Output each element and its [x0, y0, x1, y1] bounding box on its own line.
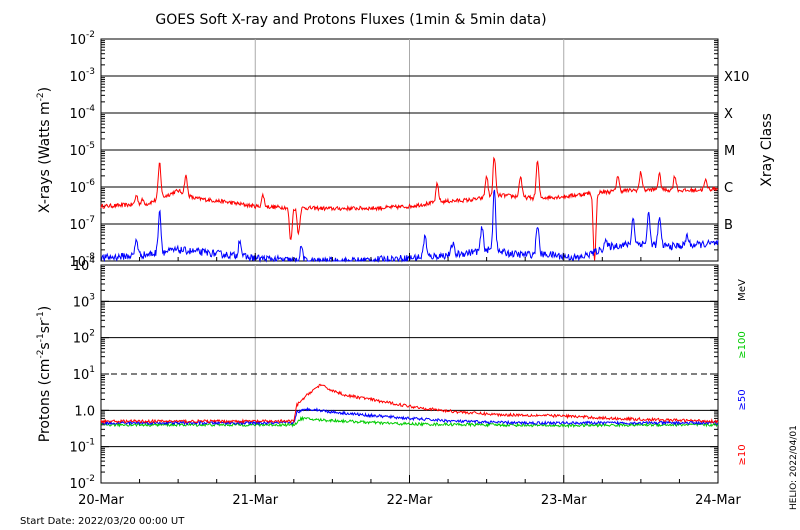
- chart-title: GOES Soft X-ray and Protons Fluxes (1min…: [155, 12, 546, 28]
- xray-class-label: X: [724, 107, 733, 122]
- energy-labels: MeV ≥100 ≥50 ≥10: [737, 279, 748, 466]
- proton-gridlines: [101, 266, 718, 484]
- y-tick-label: 101: [73, 365, 95, 383]
- y-tick-label: 1.0: [74, 404, 95, 419]
- x-tick-label: 21-Mar: [232, 493, 278, 508]
- y-tick-label: 10-7: [69, 215, 95, 233]
- y-tick-label: 10-2: [69, 474, 95, 492]
- energy-label: ≥10: [737, 444, 748, 465]
- proton-series-line: [100, 383, 719, 425]
- y-tick-label: 10-5: [69, 141, 95, 159]
- xray-axis-label: X-rays (Watts m-2): [36, 87, 53, 213]
- y-tick-label: 10-2: [69, 30, 95, 48]
- y-tick-label: 103: [73, 292, 95, 310]
- xray-gridlines: [101, 40, 718, 262]
- x-tick-label: 22-Mar: [387, 493, 433, 508]
- xray-class-labels: X10 X M C B: [724, 70, 749, 233]
- credit-stamp: HELIO: 2022/04/01: [789, 425, 799, 510]
- x-tick-label: 23-Mar: [541, 493, 587, 508]
- energy-label: ≥50: [737, 389, 748, 410]
- xray-series-line: [100, 156, 719, 261]
- y-tick-label: 104: [73, 256, 96, 274]
- energy-label: MeV: [737, 279, 748, 301]
- proton-axis-label: Protons (cm-2s-1sr-1): [36, 306, 53, 442]
- xray-class-axis-label: Xray Class: [759, 113, 775, 187]
- proton-tick-labels: 104 103 102 101 1.0 10-1 10-2: [69, 256, 95, 492]
- xray-class-label: C: [724, 181, 733, 196]
- x-tick-label: 24-Mar: [695, 493, 741, 508]
- xray-tick-labels: 10-2 10-3 10-4 10-5 10-6 10-7 10-8: [69, 30, 95, 270]
- start-date: Start Date: 2022/03/20 00:00 UT: [20, 516, 185, 527]
- xray-class-label: X10: [724, 70, 749, 85]
- x-tick-label: 20-Mar: [78, 493, 124, 508]
- energy-label: ≥100: [737, 331, 748, 358]
- y-tick-label: 10-1: [69, 438, 95, 456]
- proton-series-line: [100, 415, 719, 429]
- proton-series-line: [100, 406, 719, 427]
- y-tick-label: 10-4: [69, 104, 95, 122]
- y-tick-label: 10-3: [69, 67, 95, 85]
- y-tick-label: 10-6: [69, 178, 95, 196]
- proton-series: [100, 383, 719, 429]
- y-tick-label: 102: [73, 329, 95, 347]
- xray-class-label: M: [724, 144, 735, 159]
- xray-class-label: B: [724, 218, 733, 233]
- x-tick-labels: 20-Mar 21-Mar 22-Mar 23-Mar 24-Mar: [78, 253, 742, 508]
- y-tick-label: 10-8: [69, 252, 95, 270]
